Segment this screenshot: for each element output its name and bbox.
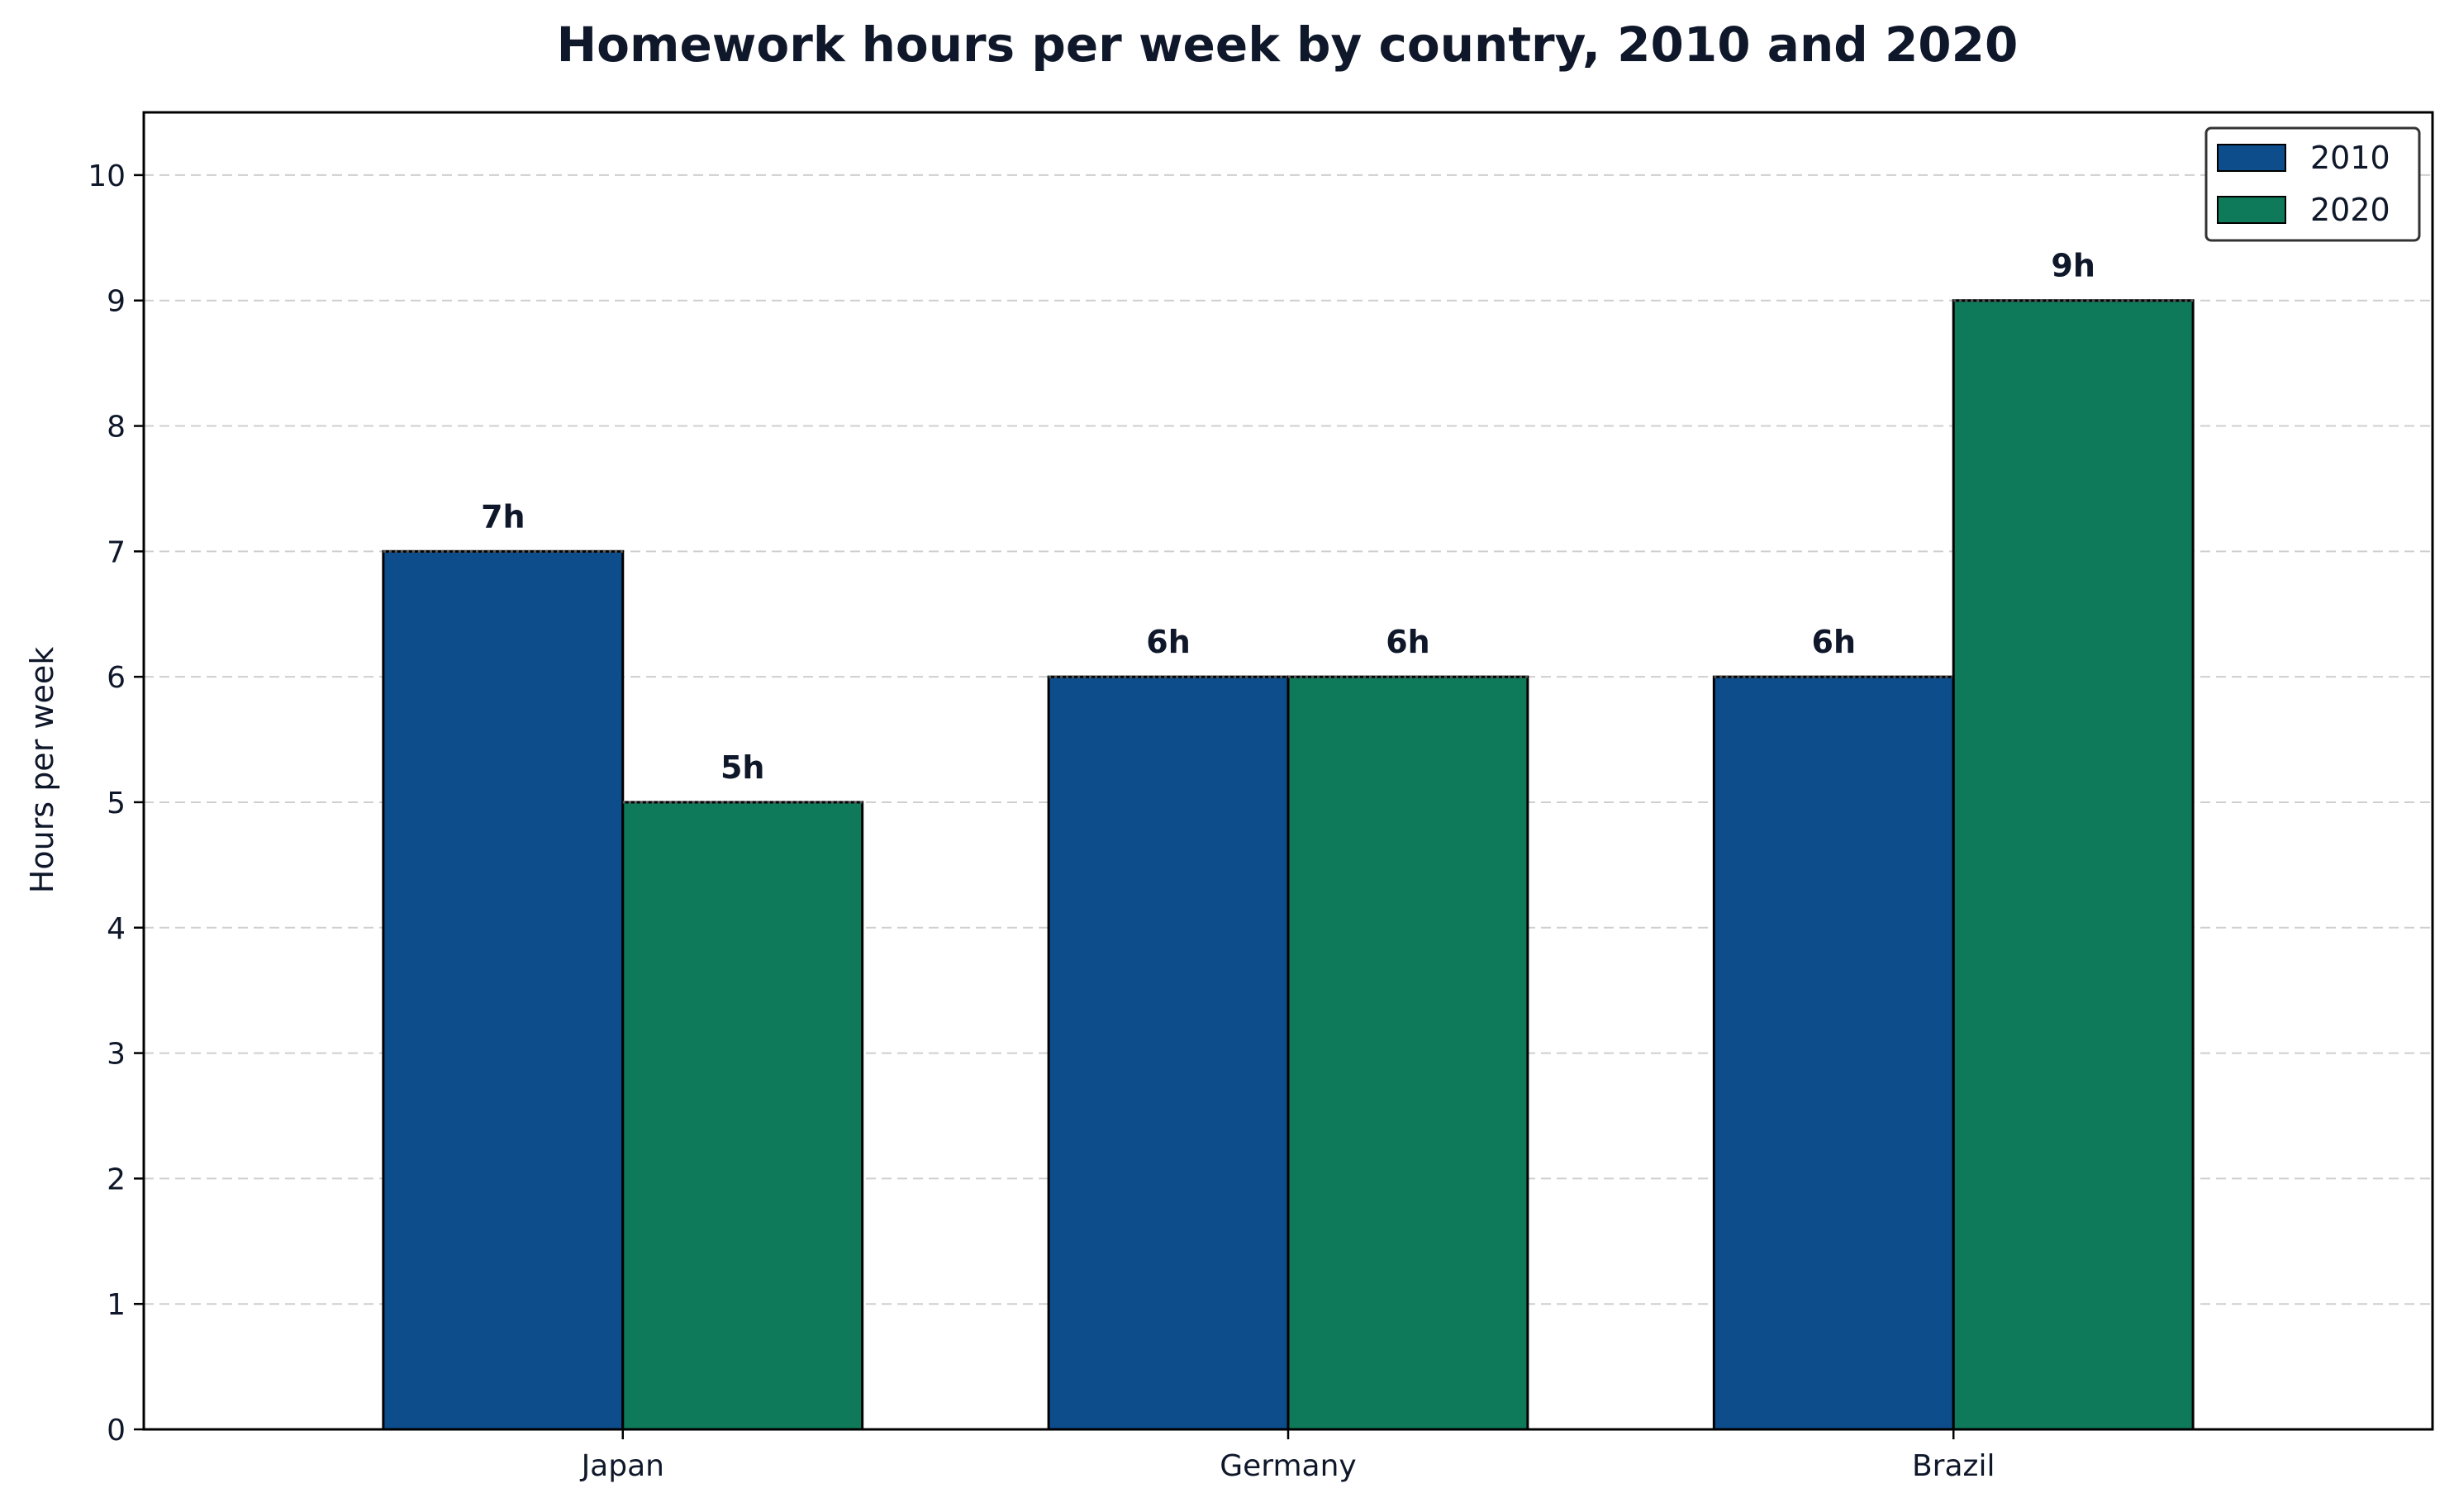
data-labels: 7h 5h 6h 6h 6h 9h [481,248,2095,786]
legend-label-2020: 2020 [2310,192,2390,228]
data-label-brazil-2020: 9h [2051,248,2095,284]
y-tick-label: 7 [107,535,126,569]
data-label-germany-2020: 6h [1386,624,1430,660]
bar-japan-2010 [382,549,625,1431]
bar-germany-2010 [1047,675,1290,1431]
x-tick-label-japan: Japan [580,1449,664,1483]
bar-brazil-2020 [1952,299,2195,1431]
bar-japan-2020 [621,801,864,1431]
y-axis-ticks: 0 1 2 3 4 5 6 7 8 9 10 [88,159,144,1448]
legend-swatch-2020 [2217,196,2286,224]
data-label-japan-2020: 5h [721,749,765,786]
data-label-germany-2010: 6h [1146,624,1191,660]
y-tick-label: 8 [107,411,126,445]
legend-label-2010: 2010 [2310,140,2390,176]
y-tick-label: 1 [107,1288,126,1322]
bar-brazil-2010 [1712,675,1955,1431]
y-tick-label: 6 [107,661,126,695]
y-tick-label: 3 [107,1038,126,1072]
y-tick-label: 10 [88,159,126,193]
x-axis-ticks: Japan Germany Brazil [580,1429,1995,1483]
chart-title: Homework hours per week by country, 2010… [557,17,2019,73]
y-tick-label: 9 [107,285,126,319]
x-tick-label-germany: Germany [1220,1449,1356,1483]
y-tick-label: 5 [107,787,126,820]
y-tick-label: 0 [107,1414,126,1448]
x-tick-label-brazil: Brazil [1912,1449,1995,1483]
bars [382,299,2195,1431]
y-axis-label: Hours per week [24,647,60,893]
y-tick-label: 4 [107,912,126,946]
data-label-japan-2010: 7h [481,498,526,535]
y-tick-label: 2 [107,1163,126,1196]
data-label-brazil-2010: 6h [1812,624,1857,660]
bar-germany-2020 [1286,675,1529,1431]
legend-swatch-2010 [2217,144,2286,172]
legend: 2010 2020 [2204,126,2421,242]
